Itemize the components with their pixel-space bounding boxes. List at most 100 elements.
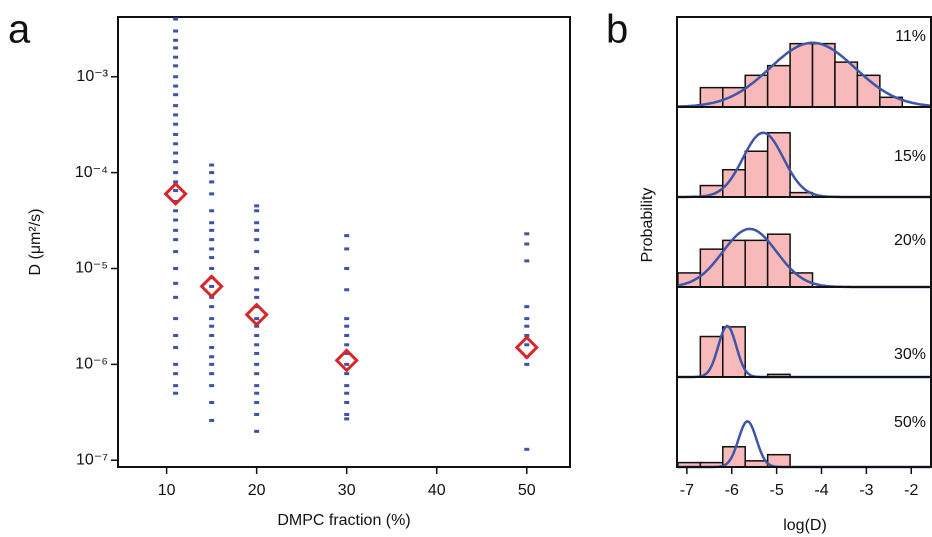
data-point: [209, 305, 215, 309]
data-point: [173, 64, 179, 68]
mean-marker: [514, 335, 539, 360]
data-point: [173, 281, 179, 285]
data-point: [173, 84, 179, 88]
mean-marker: [244, 302, 269, 327]
data-point: [344, 266, 350, 270]
data-point: [254, 429, 260, 433]
data-point: [254, 228, 260, 232]
data-point: [209, 163, 215, 167]
data-point: [344, 401, 350, 405]
data-point: [173, 295, 179, 299]
x-tick-label: 20: [248, 482, 266, 499]
data-point: [254, 384, 260, 388]
data-point: [524, 305, 530, 309]
data-point: [209, 384, 215, 388]
histogram-bar: [789, 272, 814, 288]
data-point: [254, 238, 260, 242]
mean-marker: [199, 274, 224, 299]
x-tick-label: -3: [859, 482, 873, 499]
data-point: [173, 218, 179, 222]
data-point: [209, 266, 215, 270]
x-tick-label: 40: [428, 482, 446, 499]
data-point: [173, 160, 179, 164]
data-point: [254, 276, 260, 280]
histogram-bar: [744, 239, 769, 288]
data-point: [209, 401, 215, 405]
data-point: [173, 38, 179, 42]
x-axis-label: log(D): [783, 517, 827, 534]
data-point: [344, 391, 350, 395]
panel-label: 20%: [894, 232, 926, 249]
data-point: [344, 288, 350, 292]
panel-label: 50%: [894, 414, 926, 431]
data-point: [173, 55, 179, 59]
data-point: [254, 412, 260, 416]
data-point: [173, 75, 179, 79]
histogram-bar: [766, 233, 791, 288]
data-point: [254, 209, 260, 213]
data-point: [209, 238, 215, 242]
x-tick-label: 10: [158, 482, 176, 499]
data-point: [254, 295, 260, 299]
data-point: [173, 113, 179, 117]
y-axis-label: Probability: [639, 188, 656, 263]
panel-label: 15%: [894, 148, 926, 165]
x-tick-label: -7: [680, 482, 694, 499]
data-point: [209, 345, 215, 349]
plot-frame: [117, 16, 571, 468]
histogram-bar: [722, 326, 746, 378]
data-point: [254, 343, 260, 347]
data-point: [209, 180, 215, 184]
histogram-bar: [811, 42, 836, 108]
data-point: [344, 317, 350, 321]
x-tick-label: -6: [725, 482, 739, 499]
data-point: [254, 266, 260, 270]
subplot-frame: [676, 106, 932, 198]
y-tick-label: 10⁻⁶: [75, 356, 108, 373]
fit-curve: [676, 41, 932, 108]
data-point: [173, 228, 179, 232]
histogram-bar: [766, 64, 791, 108]
subplot-frame: [676, 376, 932, 468]
data-point: [344, 417, 350, 421]
data-point: [173, 250, 179, 254]
data-point: [173, 29, 179, 33]
data-point: [524, 232, 530, 236]
data-point: [344, 351, 350, 355]
data-point: [173, 334, 179, 338]
data-point: [254, 362, 260, 366]
data-point: [344, 247, 350, 251]
data-point: [209, 247, 215, 251]
data-point: [524, 259, 530, 263]
fit-curve: [677, 419, 931, 469]
y-tick-label: 10⁻⁴: [75, 164, 108, 181]
data-point: [173, 372, 179, 376]
data-point: [344, 362, 350, 366]
panel-label: 30%: [894, 346, 926, 363]
data-point: [254, 204, 260, 208]
data-point: [173, 142, 179, 146]
data-point: [344, 412, 350, 416]
data-point: [524, 362, 530, 366]
data-point: [524, 343, 530, 347]
data-point: [524, 447, 530, 451]
histogram-bar: [789, 42, 814, 108]
data-point: [209, 192, 215, 196]
data-point: [173, 391, 179, 395]
data-point: [524, 324, 530, 328]
y-tick-label: 10⁻⁷: [76, 451, 108, 468]
data-point: [254, 250, 260, 254]
data-point: [254, 401, 260, 405]
data-point: [209, 418, 215, 422]
data-point: [173, 238, 179, 242]
data-point: [173, 93, 179, 97]
data-point: [344, 343, 350, 347]
data-point: [173, 171, 179, 175]
data-point: [344, 324, 350, 328]
x-tick-label: -4: [814, 482, 828, 499]
data-point: [209, 317, 215, 321]
data-point: [254, 391, 260, 395]
data-point: [254, 288, 260, 292]
panel-label: 11%: [895, 28, 926, 45]
